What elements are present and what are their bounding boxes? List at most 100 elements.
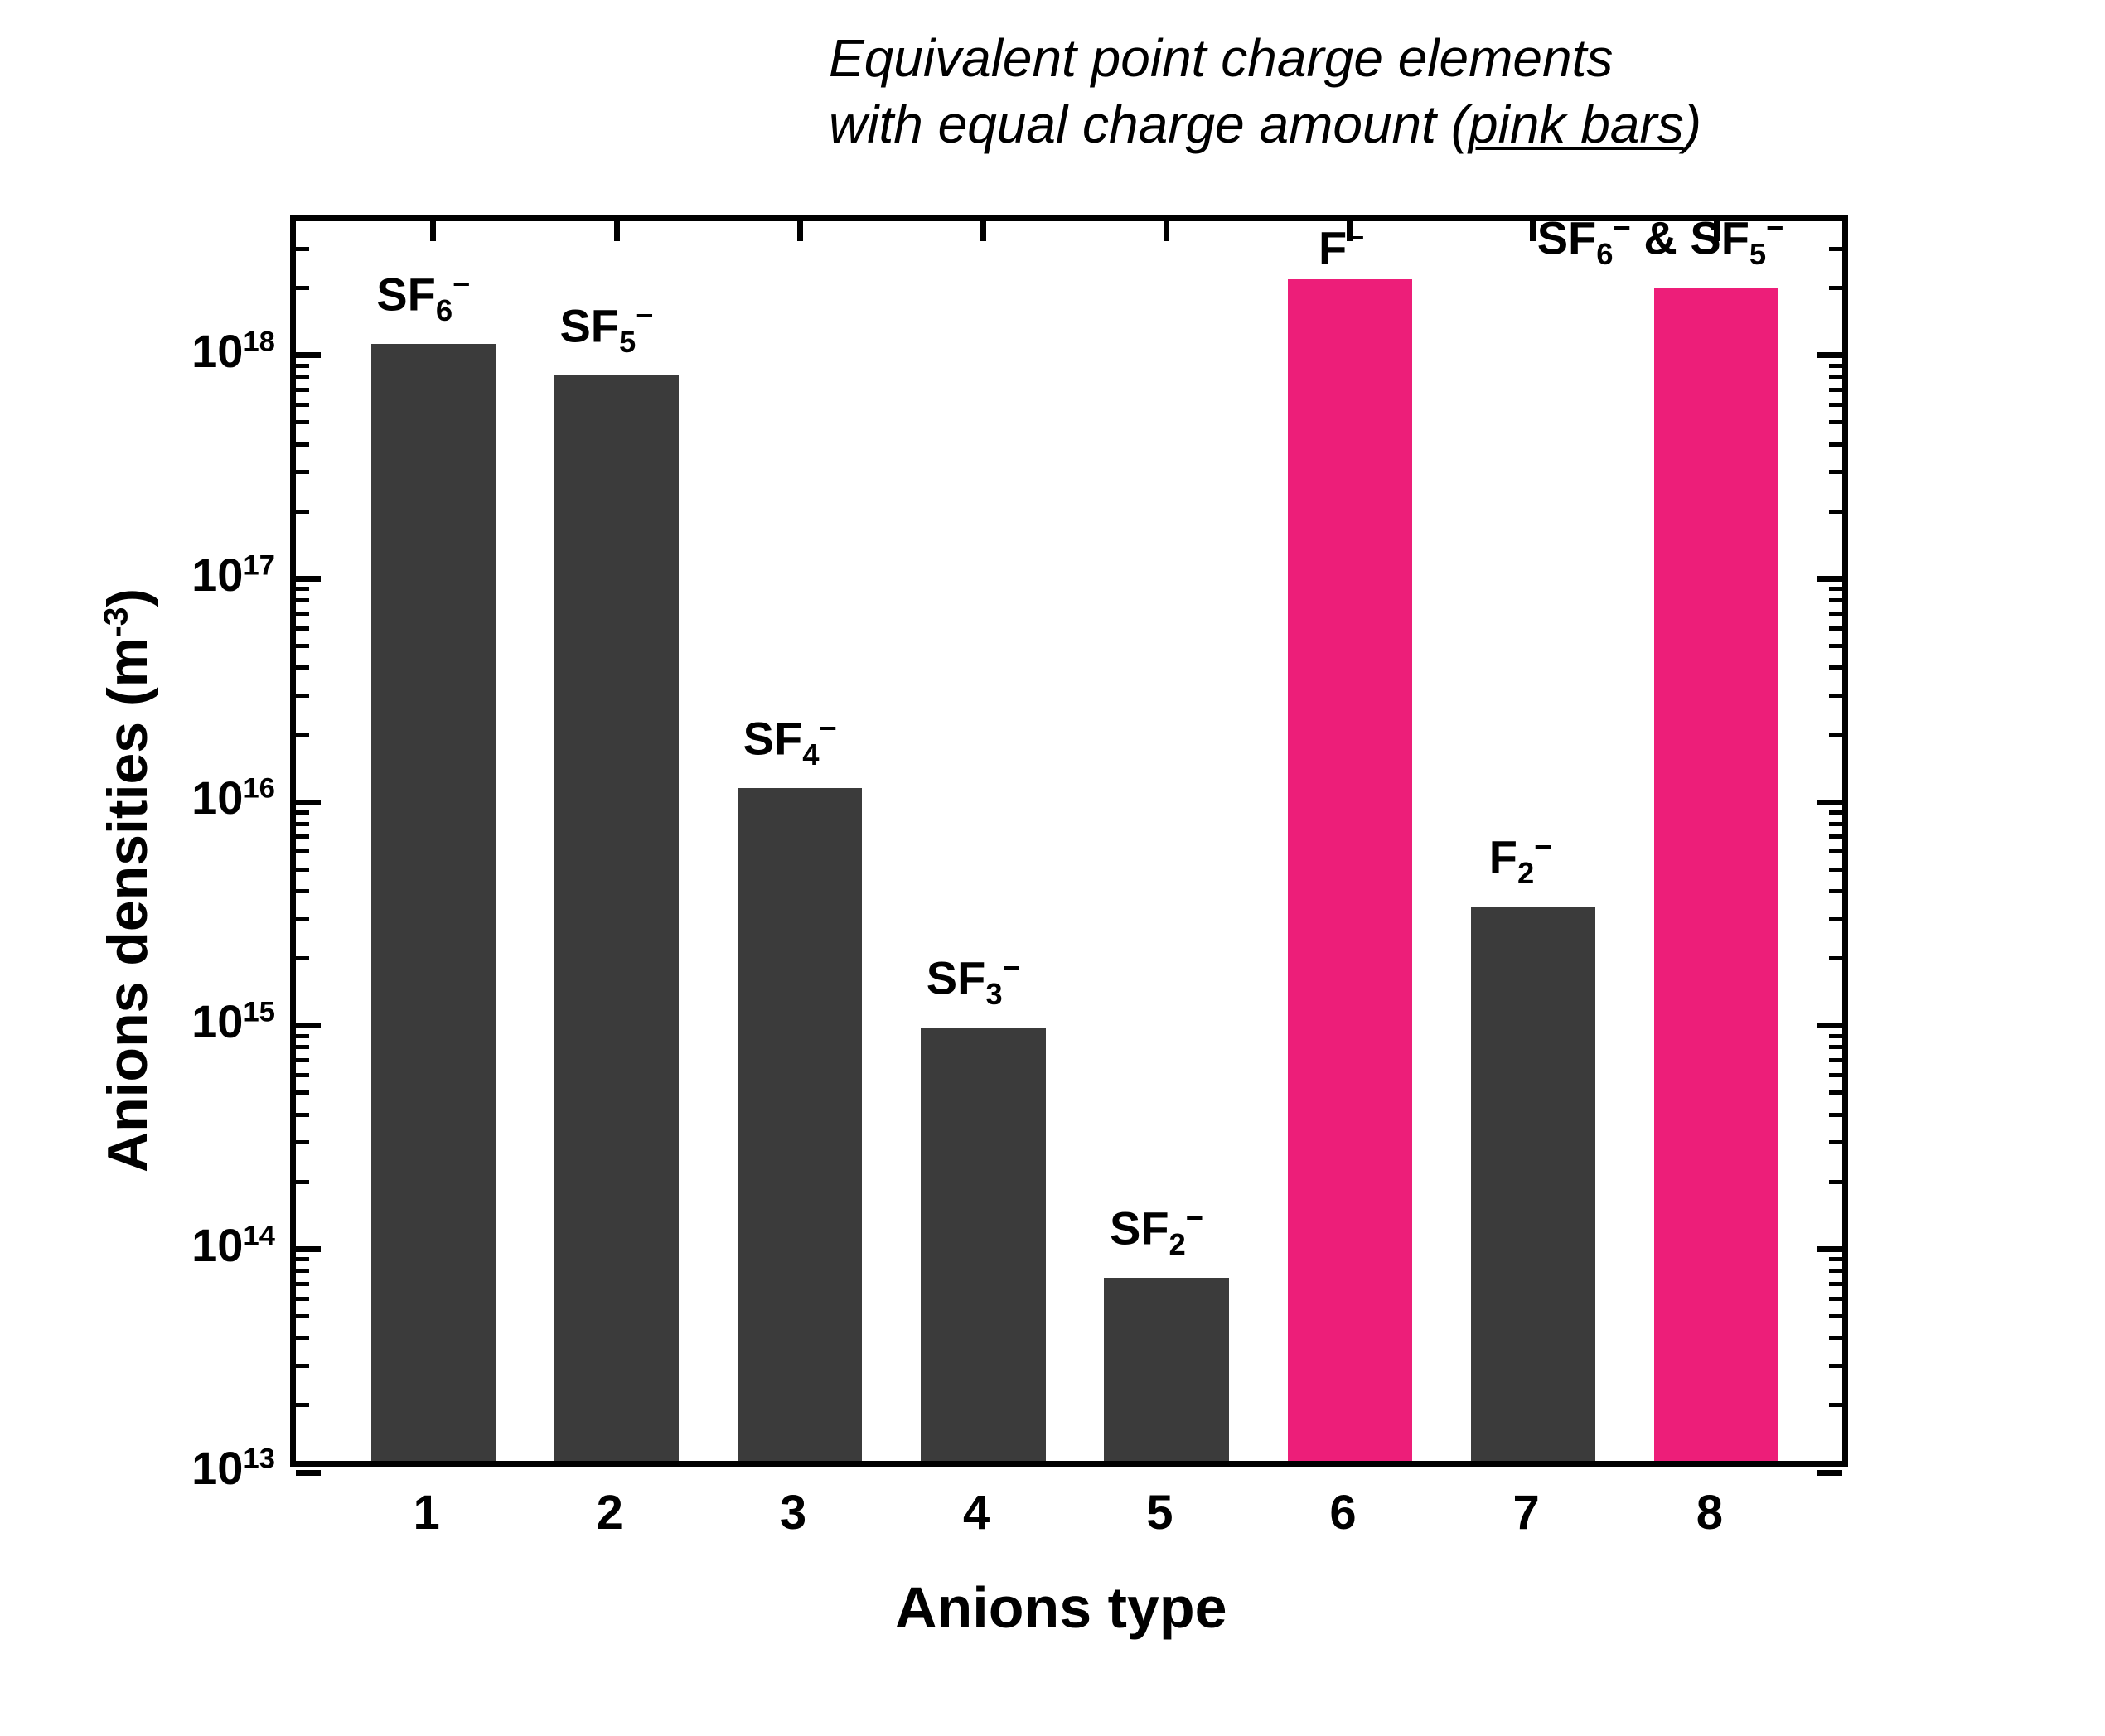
y-major-tick — [1817, 1470, 1842, 1476]
y-tick-label: 1017 — [191, 548, 275, 602]
y-minor-tick — [1829, 598, 1842, 602]
y-tick-label: 1013 — [191, 1441, 275, 1495]
y-major-tick — [1817, 1246, 1842, 1252]
y-major-tick — [1817, 352, 1842, 358]
y-minor-tick — [296, 1282, 309, 1286]
y-minor-tick — [296, 868, 309, 872]
y-minor-tick — [296, 247, 309, 251]
x-tick — [1164, 221, 1169, 241]
y-minor-tick — [296, 1180, 309, 1184]
y-minor-tick — [296, 364, 309, 368]
y-major-tick — [296, 1246, 321, 1252]
x-tick — [430, 221, 436, 241]
y-minor-tick — [296, 1113, 309, 1117]
y-minor-tick — [296, 1297, 309, 1301]
bar-label-1: SF6− — [376, 267, 470, 328]
y-minor-tick — [296, 956, 309, 960]
y-minor-tick — [296, 849, 309, 853]
x-tick — [1530, 221, 1536, 241]
bar-label-8: SF6− & SF5− — [1537, 210, 1784, 272]
y-minor-tick — [296, 1364, 309, 1368]
y-minor-tick — [1829, 1282, 1842, 1286]
y-minor-tick — [1829, 420, 1842, 424]
y-minor-tick — [296, 388, 309, 392]
x-tick-label: 3 — [780, 1485, 806, 1540]
y-minor-tick — [1829, 286, 1842, 290]
y-minor-tick — [296, 694, 309, 698]
bar-6 — [1288, 279, 1412, 1461]
y-minor-tick — [1829, 612, 1842, 616]
x-tick — [980, 221, 986, 241]
y-minor-tick — [1829, 1073, 1842, 1077]
y-minor-tick — [296, 889, 309, 893]
y-minor-tick — [1829, 1336, 1842, 1340]
bar-4 — [921, 1028, 1045, 1461]
y-minor-tick — [296, 510, 309, 514]
y-minor-tick — [296, 1073, 309, 1077]
y-minor-tick — [296, 733, 309, 737]
y-minor-tick — [1829, 1314, 1842, 1318]
y-minor-tick — [296, 442, 309, 447]
y-minor-tick — [296, 1045, 309, 1049]
y-minor-tick — [1829, 1034, 1842, 1038]
bar-1 — [371, 344, 496, 1461]
x-tick — [614, 221, 620, 241]
y-minor-tick — [1829, 665, 1842, 670]
y-minor-tick — [296, 644, 309, 648]
y-minor-tick — [296, 1336, 309, 1340]
y-major-tick — [296, 800, 321, 805]
bar-7 — [1471, 907, 1595, 1461]
caption-line2: with equal charge amount (pink bars) — [829, 91, 1701, 157]
y-minor-tick — [1829, 403, 1842, 407]
plot-area — [290, 215, 1848, 1467]
y-minor-tick — [1829, 388, 1842, 392]
y-minor-tick — [1829, 956, 1842, 960]
bar-label-2: SF5− — [559, 298, 653, 360]
y-minor-tick — [1829, 1113, 1842, 1117]
y-major-tick — [296, 1470, 321, 1476]
bar-8 — [1654, 288, 1778, 1461]
y-minor-tick — [1829, 1403, 1842, 1407]
y-minor-tick — [1829, 247, 1842, 251]
caption: Equivalent point charge elementswith equ… — [829, 25, 1701, 157]
y-minor-tick — [296, 612, 309, 616]
y-minor-tick — [1829, 1180, 1842, 1184]
y-major-tick — [1817, 1023, 1842, 1028]
y-minor-tick — [296, 822, 309, 826]
bar-2 — [554, 375, 679, 1461]
y-minor-tick — [296, 587, 309, 591]
caption-line1: Equivalent point charge elements — [829, 25, 1701, 91]
y-minor-tick — [296, 834, 309, 839]
y-minor-tick — [296, 286, 309, 290]
bar-label-6: F− — [1319, 220, 1364, 275]
y-minor-tick — [296, 470, 309, 474]
y-minor-tick — [1829, 1364, 1842, 1368]
y-minor-tick — [296, 1403, 309, 1407]
y-minor-tick — [296, 665, 309, 670]
y-axis-title: Anions densities (m-3) — [95, 588, 160, 1173]
y-minor-tick — [1829, 822, 1842, 826]
y-minor-tick — [1829, 733, 1842, 737]
y-minor-tick — [1829, 442, 1842, 447]
bar-label-3: SF4− — [743, 711, 837, 772]
y-minor-tick — [1829, 917, 1842, 921]
y-minor-tick — [296, 1034, 309, 1038]
y-minor-tick — [1829, 1257, 1842, 1261]
y-minor-tick — [296, 598, 309, 602]
y-minor-tick — [296, 626, 309, 631]
x-tick-label: 4 — [963, 1485, 990, 1540]
x-tick-label: 2 — [597, 1485, 623, 1540]
x-tick-label: 6 — [1329, 1485, 1356, 1540]
y-minor-tick — [1829, 694, 1842, 698]
x-tick-label: 7 — [1513, 1485, 1540, 1540]
y-tick-label: 1016 — [191, 771, 275, 824]
y-minor-tick — [1829, 470, 1842, 474]
y-tick-label: 1018 — [191, 324, 275, 378]
y-minor-tick — [296, 917, 309, 921]
y-minor-tick — [296, 403, 309, 407]
y-minor-tick — [1829, 849, 1842, 853]
y-minor-tick — [1829, 868, 1842, 872]
y-minor-tick — [296, 810, 309, 815]
y-minor-tick — [1829, 375, 1842, 379]
y-minor-tick — [1829, 1140, 1842, 1144]
